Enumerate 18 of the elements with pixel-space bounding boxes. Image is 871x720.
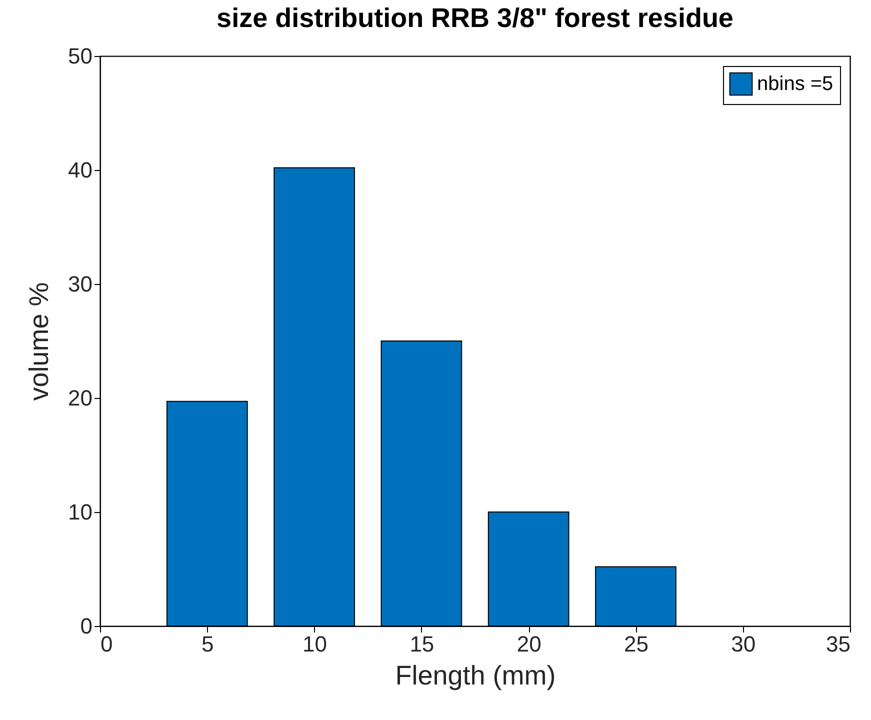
x-tick-label: 35	[826, 632, 850, 656]
x-axis-title: Flength (mm)	[395, 660, 556, 690]
y-tick-label: 0	[80, 614, 92, 638]
x-tick-label: 5	[202, 632, 214, 656]
y-tick-label: 30	[68, 272, 92, 296]
y-axis-title: volume %	[24, 282, 54, 401]
x-tick-label: 10	[302, 632, 328, 656]
x-tick-label: 0	[100, 632, 113, 656]
y-tick-label: 50	[68, 44, 92, 68]
x-tick-label: 25	[624, 632, 648, 656]
y-tick-label: 20	[68, 386, 92, 410]
y-tick-label: 40	[68, 158, 92, 182]
x-tick-label: 30	[731, 632, 756, 656]
x-tick-label: 15	[410, 632, 434, 656]
y-tick-label: 10	[68, 500, 92, 524]
x-tick-label: 20	[516, 632, 542, 656]
legend-label: nbins =5	[757, 73, 834, 95]
chart-title: size distribution RRB 3/8" forest residue	[216, 3, 734, 33]
